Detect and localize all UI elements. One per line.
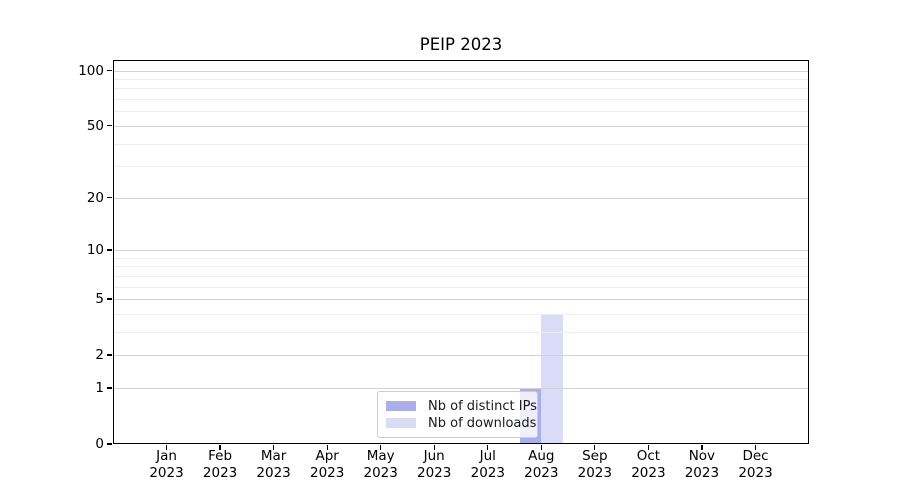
legend-item: Nb of distinct IPs bbox=[386, 398, 537, 414]
x-tick bbox=[754, 445, 757, 450]
y-tick bbox=[107, 249, 112, 251]
x-axis-labels: Jan 2023 Feb 2023 Mar 2023 Apr 2023 May 2023 Jun 20… bbox=[113, 448, 809, 488]
minor-gridline bbox=[113, 78, 809, 80]
x-tick-label: Jul 2023 bbox=[458, 448, 518, 481]
x-tick-year: 2023 bbox=[738, 464, 773, 481]
major-gridline bbox=[113, 70, 809, 72]
minor-gridline bbox=[113, 143, 809, 145]
major-gridline bbox=[113, 299, 809, 300]
x-tick-month: May bbox=[366, 448, 395, 464]
x-tick-month: Aug bbox=[528, 448, 555, 464]
x-tick-label: Apr 2023 bbox=[297, 448, 357, 481]
y-tick-label: 0 bbox=[95, 436, 104, 452]
x-tick-month: Jan bbox=[156, 448, 177, 464]
y-tick-label: 1 bbox=[95, 379, 104, 396]
x-tick-month: Mar bbox=[260, 448, 287, 464]
x-tick-label: Sep 2023 bbox=[565, 448, 625, 481]
x-tick-year: 2023 bbox=[577, 464, 612, 481]
x-tick-year: 2023 bbox=[524, 464, 559, 481]
x-tick bbox=[647, 445, 650, 450]
x-tick-month: Oct bbox=[636, 448, 661, 464]
y-tick bbox=[107, 387, 112, 389]
x-tick-label: Jan 2023 bbox=[137, 448, 197, 481]
y-tick-label: 100 bbox=[78, 62, 104, 79]
x-tick-month: Apr bbox=[315, 448, 339, 464]
major-gridline bbox=[113, 355, 809, 357]
minor-gridline bbox=[113, 275, 809, 277]
x-tick-label: Nov 2023 bbox=[672, 448, 732, 481]
x-tick-label: May 2023 bbox=[351, 448, 411, 481]
x-tick bbox=[380, 445, 382, 450]
x-tick bbox=[219, 445, 221, 450]
x-tick-year: 2023 bbox=[631, 464, 666, 481]
x-tick bbox=[701, 445, 703, 450]
y-tick bbox=[107, 354, 112, 356]
x-tick bbox=[272, 445, 275, 450]
minor-gridline bbox=[113, 88, 809, 90]
bar-aug-s1 bbox=[541, 313, 563, 444]
chart-title: PEIP 2023 bbox=[419, 35, 503, 54]
x-tick-month: Feb bbox=[208, 448, 233, 464]
y-tick bbox=[107, 69, 112, 72]
y-tick-label: 20 bbox=[86, 189, 104, 206]
legend-label: Nb of distinct IPs bbox=[428, 398, 537, 414]
x-tick-label: Feb 2023 bbox=[190, 448, 250, 481]
x-tick-label: Mar 2023 bbox=[244, 448, 304, 481]
legend-swatch-distinct-ips bbox=[386, 401, 416, 411]
y-tick-label: 2 bbox=[95, 347, 104, 364]
x-tick-year: 2023 bbox=[684, 464, 720, 481]
y-tick-label: 5 bbox=[95, 291, 104, 307]
x-tick-year: 2023 bbox=[256, 464, 291, 481]
x-tick bbox=[487, 445, 489, 450]
y-axis-labels: 100 50 20 10 5 2 1 0 bbox=[0, 60, 104, 453]
y-tick-label: 10 bbox=[86, 241, 104, 258]
x-tick-label: Dec 2023 bbox=[726, 448, 786, 481]
legend: Nb of distinct IPs Nb of downloads bbox=[377, 391, 538, 438]
minor-gridline bbox=[113, 99, 809, 100]
x-tick bbox=[326, 445, 328, 450]
x-tick-year: 2023 bbox=[202, 464, 238, 481]
y-tick bbox=[107, 298, 112, 300]
x-tick-month: Jun bbox=[423, 448, 445, 464]
minor-gridline bbox=[113, 257, 809, 259]
x-tick-label: Oct 2023 bbox=[618, 448, 678, 481]
minor-gridline bbox=[113, 111, 809, 113]
y-tick bbox=[107, 196, 112, 199]
x-tick-month: Jul bbox=[479, 448, 496, 464]
x-tick-label: Aug 2023 bbox=[511, 448, 571, 481]
major-gridline bbox=[113, 125, 809, 127]
x-tick-year: 2023 bbox=[149, 464, 184, 481]
x-tick-year: 2023 bbox=[310, 464, 345, 481]
minor-gridline bbox=[113, 313, 809, 315]
minor-gridline bbox=[113, 331, 809, 333]
x-tick-month: Dec bbox=[742, 448, 769, 464]
x-tick-year: 2023 bbox=[363, 464, 398, 481]
x-tick-label: Jun 2023 bbox=[404, 448, 464, 481]
legend-item: Nb of downloads bbox=[386, 415, 536, 431]
y-tick bbox=[107, 125, 112, 127]
minor-gridline bbox=[113, 266, 809, 268]
x-tick-month: Sep bbox=[582, 448, 608, 464]
minor-gridline bbox=[113, 166, 809, 168]
x-tick-year: 2023 bbox=[470, 464, 505, 481]
legend-swatch-downloads bbox=[386, 418, 416, 428]
x-tick bbox=[433, 445, 435, 450]
plot-area bbox=[107, 60, 809, 450]
grid-layer bbox=[113, 60, 809, 444]
major-gridline bbox=[113, 197, 809, 199]
y-tick-label: 50 bbox=[86, 117, 104, 134]
minor-gridline bbox=[113, 286, 809, 288]
x-tick-month: Nov bbox=[688, 448, 716, 464]
major-gridline bbox=[113, 387, 809, 389]
y-tick bbox=[107, 443, 112, 445]
x-tick bbox=[594, 445, 596, 450]
x-tick bbox=[165, 445, 168, 450]
legend-label: Nb of downloads bbox=[428, 415, 537, 431]
major-gridline bbox=[113, 249, 809, 251]
x-tick-year: 2023 bbox=[417, 464, 452, 481]
x-tick bbox=[540, 445, 542, 450]
